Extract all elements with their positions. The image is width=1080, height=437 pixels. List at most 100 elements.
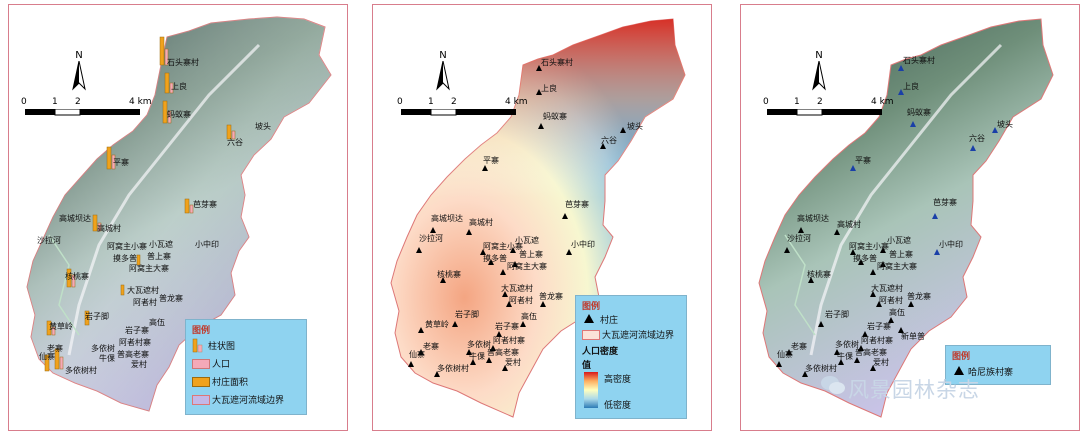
- village-label: 核桃寨: [807, 270, 831, 279]
- village-label: 阿窝主大寨: [129, 264, 169, 273]
- village-label: 小中印: [571, 240, 595, 249]
- density-ramp: [584, 372, 598, 408]
- population-swatch: [192, 359, 210, 369]
- bar-chart-icon: [192, 338, 203, 353]
- village-label: 坡头: [255, 122, 271, 131]
- village-label: 普上寨: [519, 250, 543, 259]
- village-label: 牛倮: [469, 352, 485, 361]
- scale-tick-4km: 4 km: [871, 97, 894, 107]
- legend-item-label: 村庄: [600, 316, 619, 326]
- legend-item-label: 人口: [212, 360, 231, 370]
- terrain-map-3: [758, 18, 1054, 418]
- scale-bar: [25, 109, 140, 116]
- scale-tick-0: 0: [21, 97, 27, 107]
- village-label: 老寨: [423, 342, 439, 351]
- village-label: 爱村: [873, 358, 889, 367]
- village-label: 芭芽寨: [933, 198, 957, 207]
- village-label: 岩子脚: [85, 312, 109, 321]
- scale-tick-0: 0: [397, 97, 403, 107]
- scale-tick-4km: 4 km: [505, 97, 528, 107]
- village-label: 小瓦遮: [149, 240, 173, 249]
- village-label: 六谷: [969, 134, 985, 143]
- village-label: 摸多普: [483, 254, 507, 263]
- village-label: 岩子寨: [125, 326, 149, 335]
- village-label: 石头寨村: [541, 58, 573, 67]
- legend-panel2: 图例 村庄 大瓦遮河流域边界 人口密度 值 高密度 低密度: [575, 295, 687, 419]
- village-label: 沙拉河: [419, 234, 443, 243]
- village-label: 新单普: [901, 332, 925, 341]
- village-label: 牛倮: [837, 352, 853, 361]
- scale-tick-1: 1: [428, 97, 434, 107]
- village-label: 高城坝达: [59, 214, 91, 223]
- village-label: 坡头: [627, 122, 643, 131]
- scale-tick-2: 2: [451, 97, 457, 107]
- village-label: 小瓦遮: [887, 236, 911, 245]
- village-label: 高城坝达: [797, 214, 829, 223]
- village-label: 核桃寨: [437, 270, 461, 279]
- village-label: 摸多普: [113, 254, 137, 263]
- village-label: 高城坝达: [431, 214, 463, 223]
- village-label: 芭芽寨: [565, 200, 589, 209]
- village-label: 小瓦遮: [515, 236, 539, 245]
- legend-item-label: 哈尼族村寨: [968, 368, 1014, 378]
- village-label: 仙寨: [39, 352, 55, 361]
- village-label: 普高老寨: [855, 348, 887, 357]
- boundary-swatch: [192, 395, 210, 405]
- village-label: 老寨: [47, 344, 63, 353]
- village-label: 上良: [903, 82, 919, 91]
- village-label: 大瓦遮村: [871, 284, 903, 293]
- village-label: 平寨: [113, 158, 129, 167]
- village-label: 核桃寨: [65, 272, 89, 281]
- village-label: 六谷: [227, 138, 243, 147]
- village-label: 岩子脚: [455, 310, 479, 319]
- village-label: 爱村: [505, 358, 521, 367]
- village-label: 阿者村: [133, 298, 157, 307]
- village-label: 普上寨: [889, 250, 913, 259]
- triangle-icon: [954, 366, 964, 375]
- legend-item-label: 村庄面积: [212, 378, 249, 388]
- village-label: 普高老寨: [487, 348, 519, 357]
- village-label: 平寨: [855, 156, 871, 165]
- legend-title: 图例: [192, 326, 211, 336]
- village-label: 上良: [171, 82, 187, 91]
- north-label: N: [75, 50, 83, 61]
- village-label: 阿者村寨: [493, 336, 525, 345]
- map-panel-population-density: N 0 1 2 4 km 石头寨村 上良: [372, 4, 712, 431]
- density-high-label: 高密度: [604, 375, 632, 385]
- village-label: 仙寨: [777, 350, 793, 359]
- village-label: 爱村: [131, 360, 147, 369]
- village-label: 小中印: [939, 240, 963, 249]
- scale-tick-2: 2: [75, 97, 81, 107]
- village-label: 多依树: [91, 344, 115, 353]
- value-label: 值: [582, 361, 592, 371]
- scale-tick-0: 0: [763, 97, 769, 107]
- village-label: 多依树村: [437, 364, 469, 373]
- village-label: 高伍: [889, 308, 905, 317]
- village-label: 黄草岭: [425, 320, 449, 329]
- village-label: 蚂蚁寨: [907, 108, 931, 117]
- village-label: 阿窝主大寨: [507, 262, 547, 271]
- triangle-icon: [584, 314, 594, 323]
- village-label: 仙寨: [409, 350, 425, 359]
- village-label: 蚂蚁寨: [167, 110, 191, 119]
- village-label: 岩子脚: [825, 310, 849, 319]
- village-label: 沙拉河: [37, 236, 61, 245]
- village-label: 阿者村寨: [861, 336, 893, 345]
- village-label: 阿窝主小寨: [483, 242, 523, 251]
- village-label: 多依树: [835, 340, 859, 349]
- legend-title: 图例: [582, 302, 601, 312]
- village-label: 阿者村: [509, 296, 533, 305]
- watermark-text: 风景园林杂志: [848, 378, 980, 402]
- village-label: 上良: [541, 84, 557, 93]
- scale-tick-4km: 4 km: [129, 97, 152, 107]
- scale-bar: [767, 109, 882, 116]
- village-label: 高城村: [97, 224, 121, 233]
- legend-item-label: 大瓦遮河流域边界: [602, 331, 675, 341]
- village-label: 阿窝主大寨: [877, 262, 917, 271]
- map-panel-village-bar-charts: N 0 1 2 4 km 石头寨村 上良 蚂蚁寨 坡头: [8, 4, 348, 431]
- density-low-label: 低密度: [604, 401, 632, 411]
- village-label: 阿者村: [879, 296, 903, 305]
- village-label: 普高老寨: [117, 350, 149, 359]
- village-label: 六谷: [601, 136, 617, 145]
- village-label: 普龙寨: [539, 292, 563, 301]
